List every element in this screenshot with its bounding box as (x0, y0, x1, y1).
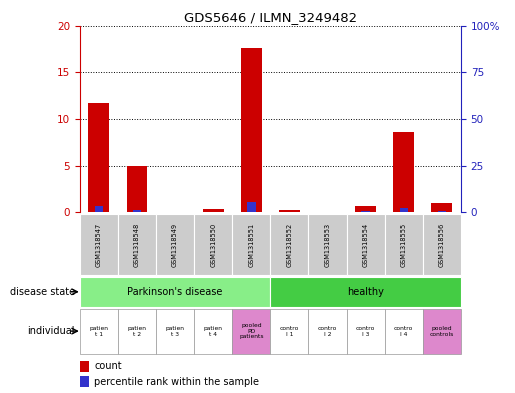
Text: GSM1318552: GSM1318552 (286, 222, 293, 267)
Bar (438, 211, 446, 212)
Text: GSM1318548: GSM1318548 (134, 222, 140, 267)
Text: contro
l 2: contro l 2 (318, 326, 337, 336)
Bar (241, 48, 262, 212)
Text: pooled
controls: pooled controls (430, 326, 454, 336)
Text: percentile rank within the sample: percentile rank within the sample (94, 377, 260, 387)
Text: pooled
PD
patients: pooled PD patients (239, 323, 264, 340)
Text: GSM1318554: GSM1318554 (363, 222, 369, 267)
Text: GSM1318549: GSM1318549 (172, 222, 178, 267)
Bar (232, 214, 270, 275)
Text: GSM1318547: GSM1318547 (96, 222, 102, 267)
Bar (118, 214, 156, 275)
Bar (423, 309, 461, 354)
Bar (423, 214, 461, 275)
Text: patien
t 4: patien t 4 (204, 326, 222, 336)
Bar (194, 309, 232, 354)
Bar (385, 309, 423, 354)
Text: GSM1318553: GSM1318553 (324, 222, 331, 267)
Bar (347, 309, 385, 354)
Text: contro
l 1: contro l 1 (280, 326, 299, 336)
Bar (270, 277, 461, 307)
Bar (80, 376, 90, 387)
Bar (203, 209, 224, 212)
Bar (156, 309, 194, 354)
Text: GSM1318551: GSM1318551 (248, 222, 254, 267)
Bar (400, 208, 408, 212)
Bar (80, 214, 118, 275)
Text: healthy: healthy (347, 287, 384, 297)
Bar (270, 214, 308, 275)
Bar (247, 202, 255, 212)
Text: contro
l 4: contro l 4 (394, 326, 414, 336)
Bar (80, 277, 270, 307)
Bar (393, 132, 414, 212)
Bar (133, 209, 141, 212)
Bar (385, 214, 423, 275)
Text: patien
t 1: patien t 1 (90, 326, 108, 336)
Bar (362, 211, 370, 212)
Text: individual: individual (27, 326, 75, 336)
Bar (156, 214, 194, 275)
Bar (270, 309, 308, 354)
Bar (95, 206, 103, 212)
Text: disease state: disease state (10, 287, 75, 297)
Text: Parkinson's disease: Parkinson's disease (127, 287, 223, 297)
Bar (279, 210, 300, 212)
Bar (308, 309, 347, 354)
Bar (355, 206, 376, 212)
Text: GSM1318550: GSM1318550 (210, 222, 216, 267)
Bar (347, 214, 385, 275)
Text: GSM1318555: GSM1318555 (401, 222, 407, 267)
Bar (127, 165, 147, 212)
Bar (80, 361, 90, 372)
Bar (89, 103, 109, 212)
Text: patien
t 2: patien t 2 (128, 326, 146, 336)
Title: GDS5646 / ILMN_3249482: GDS5646 / ILMN_3249482 (184, 11, 357, 24)
Bar (118, 309, 156, 354)
Bar (232, 309, 270, 354)
Bar (308, 214, 347, 275)
Text: GSM1318556: GSM1318556 (439, 222, 445, 267)
Bar (194, 214, 232, 275)
Bar (432, 203, 452, 212)
Text: count: count (94, 362, 122, 371)
Text: contro
l 3: contro l 3 (356, 326, 375, 336)
Text: patien
t 3: patien t 3 (166, 326, 184, 336)
Bar (80, 309, 118, 354)
